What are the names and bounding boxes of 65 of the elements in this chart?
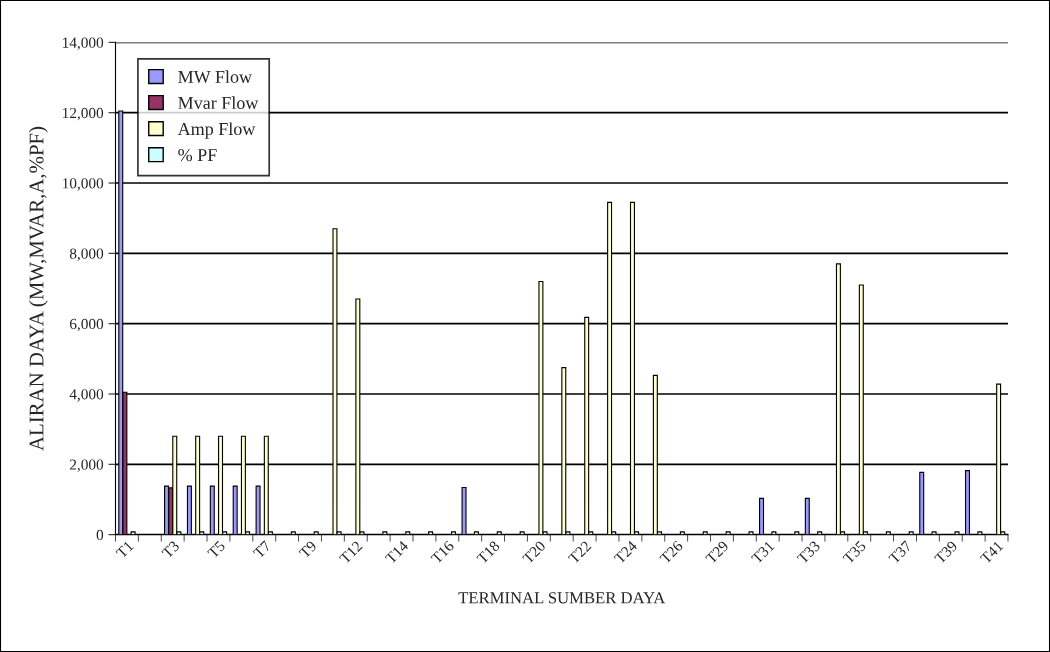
bar	[759, 497, 765, 535]
x-tick-label: T26	[659, 540, 684, 565]
bar	[428, 531, 434, 535]
bar	[519, 531, 525, 535]
legend-label: MW Flow	[178, 70, 252, 84]
y-tick-label: 8,000	[69, 248, 104, 261]
x-tick-label: T9	[298, 540, 318, 559]
bar	[679, 531, 685, 535]
bar	[209, 485, 215, 535]
bar	[771, 531, 777, 535]
y-tick-label: 6,000	[69, 318, 104, 332]
x-axis-title: TERMINAL SUMBER DAYA	[458, 592, 666, 604]
x-tick-label: T5	[207, 540, 226, 559]
y-tick-label: 0	[96, 529, 104, 541]
legend-label: Amp Flow	[177, 122, 256, 139]
bar	[473, 531, 479, 535]
bar	[725, 531, 731, 535]
bar	[186, 485, 192, 535]
bar	[461, 486, 467, 535]
x-tick-label: T24	[613, 540, 638, 565]
bar	[450, 531, 457, 535]
x-tick-label: T29	[705, 540, 730, 565]
x-tick-label: T39	[933, 540, 958, 565]
bar	[954, 531, 960, 535]
x-tick-label: T16	[430, 540, 455, 565]
bar	[908, 531, 914, 535]
legend-label: Mvar Flow	[178, 96, 259, 110]
y-tick-label: 14,000	[63, 37, 104, 51]
bar	[313, 531, 319, 535]
bar	[919, 471, 925, 535]
y-tick-label: 10,000	[63, 178, 104, 191]
y-axis-title: ALIRAN DAYA (MW,MVAR,A,%PF)	[28, 126, 48, 451]
bar	[804, 497, 810, 535]
x-tick-label: T20	[521, 540, 547, 565]
x-tick-label: T12	[338, 540, 363, 565]
bar	[232, 485, 238, 535]
bar	[255, 485, 261, 535]
bar	[382, 531, 388, 535]
bar	[885, 531, 891, 535]
x-tick-label: T18	[476, 540, 501, 565]
y-tick-label: 12,000	[63, 107, 104, 121]
bar	[496, 531, 502, 535]
x-tick-label: T35	[842, 540, 867, 565]
x-tick-label: T22	[567, 540, 592, 565]
x-tick-label: T31	[750, 540, 775, 565]
bar	[931, 531, 937, 535]
y-tick-label: 4,000	[69, 389, 104, 402]
x-tick-label: T14	[384, 540, 409, 565]
bar	[977, 531, 983, 535]
bar	[290, 531, 296, 535]
bar	[794, 531, 800, 535]
x-tick-label: T41	[979, 540, 1004, 565]
x-tick-label: T33	[796, 540, 821, 565]
y-tick-label: 2,000	[69, 459, 104, 472]
x-tick-label: T7	[252, 540, 272, 559]
bar	[130, 531, 136, 535]
bar	[817, 531, 823, 535]
bar	[405, 531, 411, 535]
x-tick-label: T37	[888, 540, 913, 565]
bar	[702, 531, 708, 535]
x-tick-label: T1	[115, 540, 134, 559]
bar	[748, 531, 754, 535]
x-tick-label: T3	[161, 540, 180, 559]
legend-label: % PF	[178, 148, 217, 162]
bar	[964, 470, 971, 535]
